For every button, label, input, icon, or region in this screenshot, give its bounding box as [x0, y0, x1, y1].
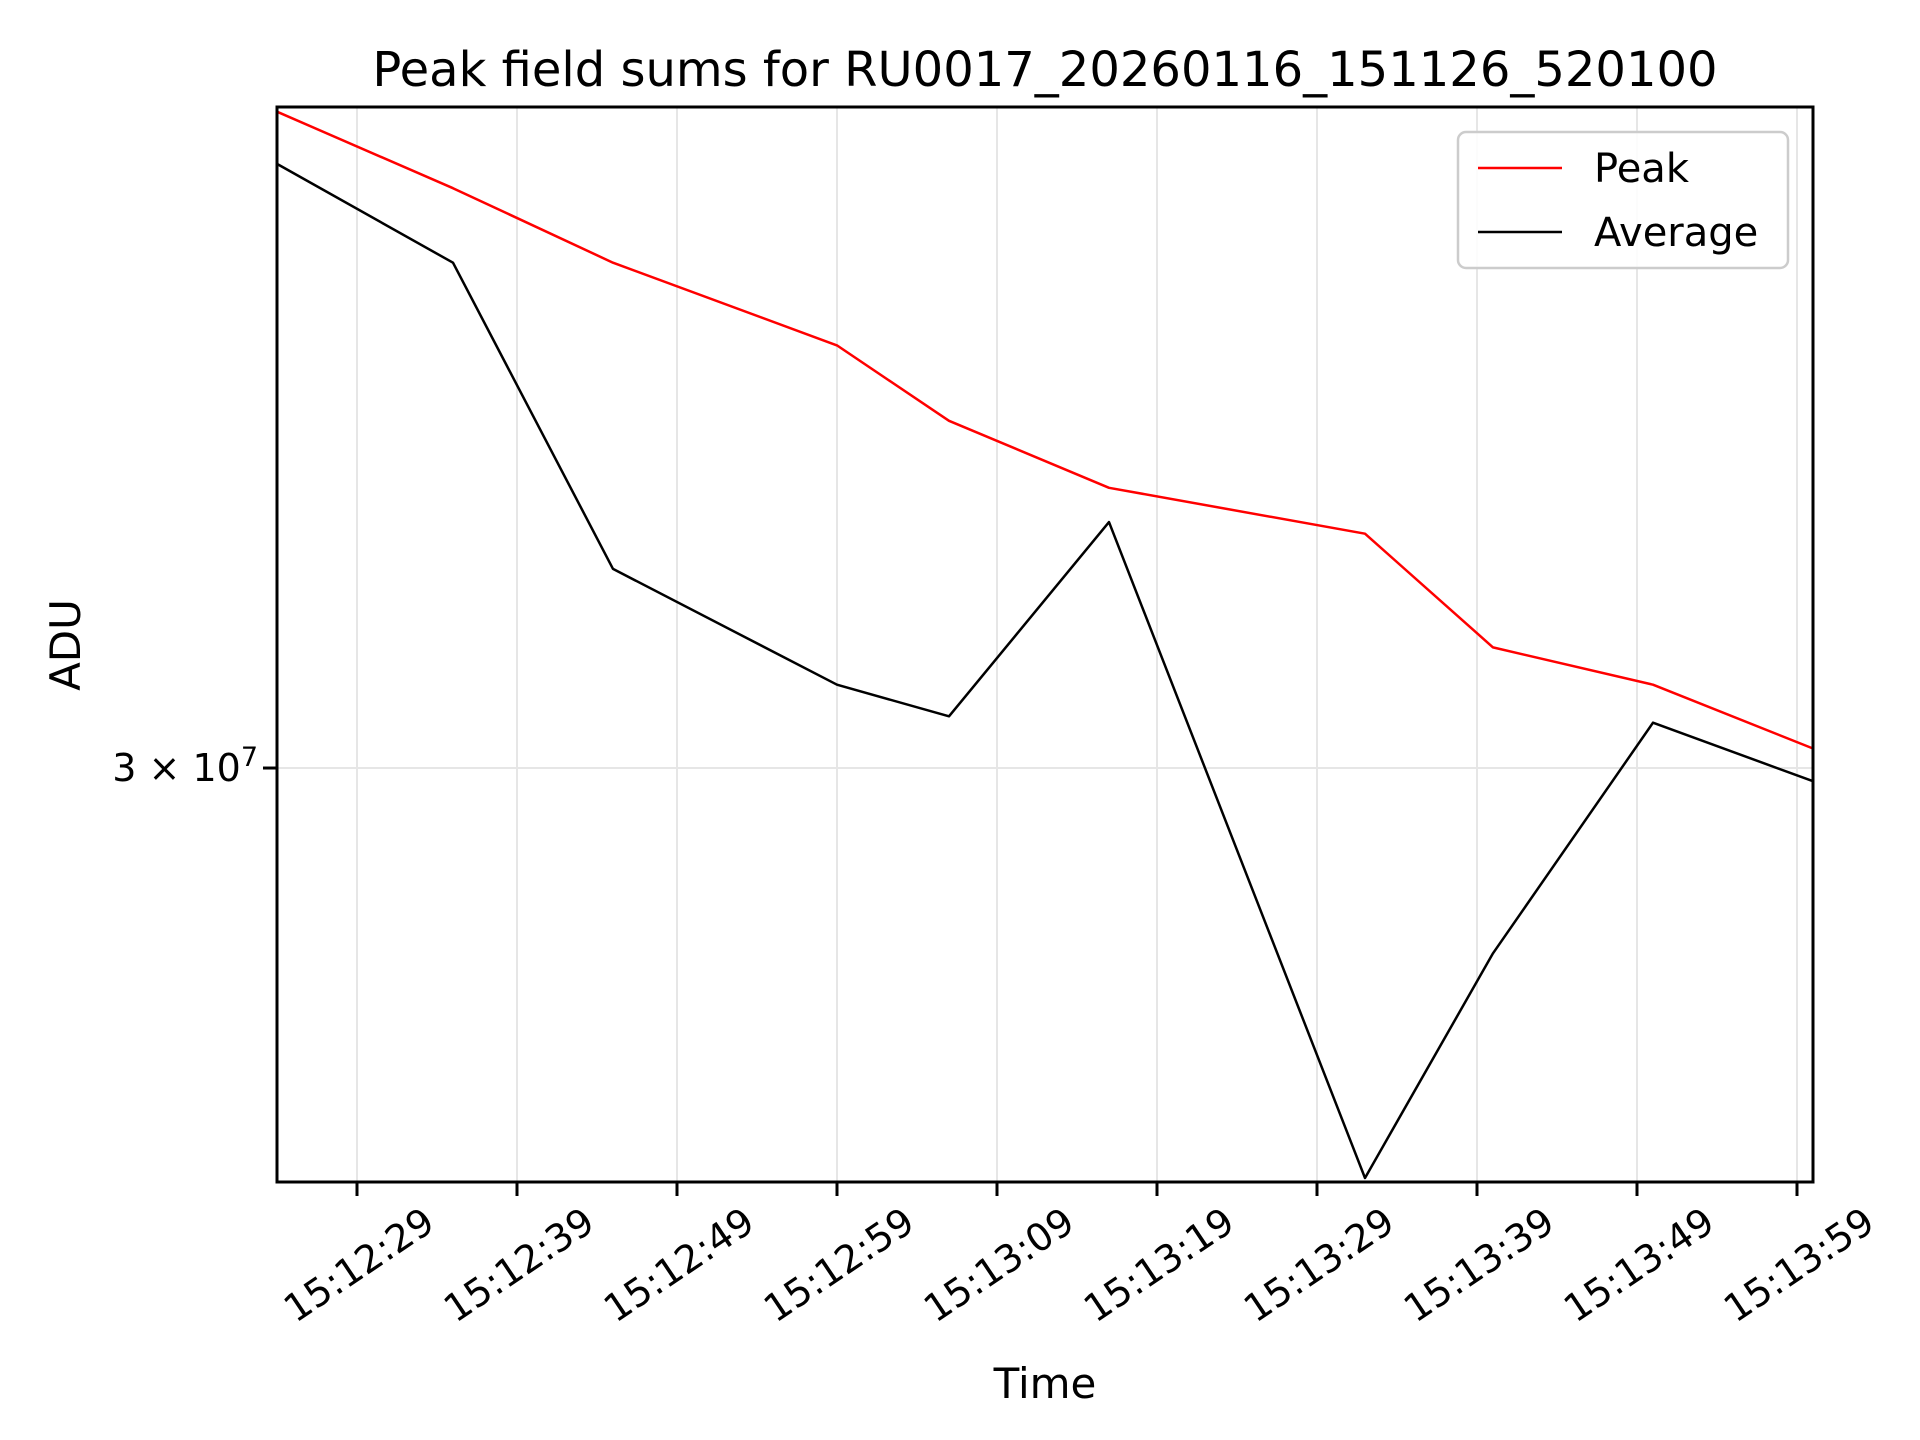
chart-title: Peak field sums for RU0017_20260116_1511… — [372, 42, 1717, 98]
y-axis-label: ADU — [41, 599, 90, 691]
x-tick-label: 15:13:09 — [916, 1199, 1082, 1331]
peak-line — [276, 110, 1814, 750]
x-tick-label: 15:13:49 — [1556, 1199, 1722, 1331]
legend-box — [1456, 130, 1790, 270]
x-tick-label: 15:12:29 — [276, 1199, 442, 1331]
legend-label-average: Average — [1594, 210, 1758, 256]
x-tick-label: 15:12:39 — [436, 1199, 602, 1331]
x-tick-label: 15:13:39 — [1396, 1199, 1562, 1331]
legend-label-peak: Peak — [1594, 146, 1690, 192]
legend: Peak Average — [1456, 130, 1790, 270]
x-tick-label: 15:12:49 — [596, 1199, 762, 1331]
average-line — [276, 162, 1814, 1180]
x-tick-label: 15:12:59 — [756, 1199, 922, 1331]
y-tick-label: 3 × 107 — [112, 742, 258, 790]
x-tick-label: 15:13:19 — [1076, 1199, 1242, 1331]
x-tick-label: 15:13:29 — [1236, 1199, 1402, 1331]
x-axis-label: Time — [993, 1359, 1097, 1408]
data-series — [276, 110, 1814, 1180]
axis-ticks — [263, 766, 1799, 1196]
x-tick-label: 15:13:59 — [1716, 1199, 1882, 1331]
plot-border — [275, 105, 1815, 1184]
